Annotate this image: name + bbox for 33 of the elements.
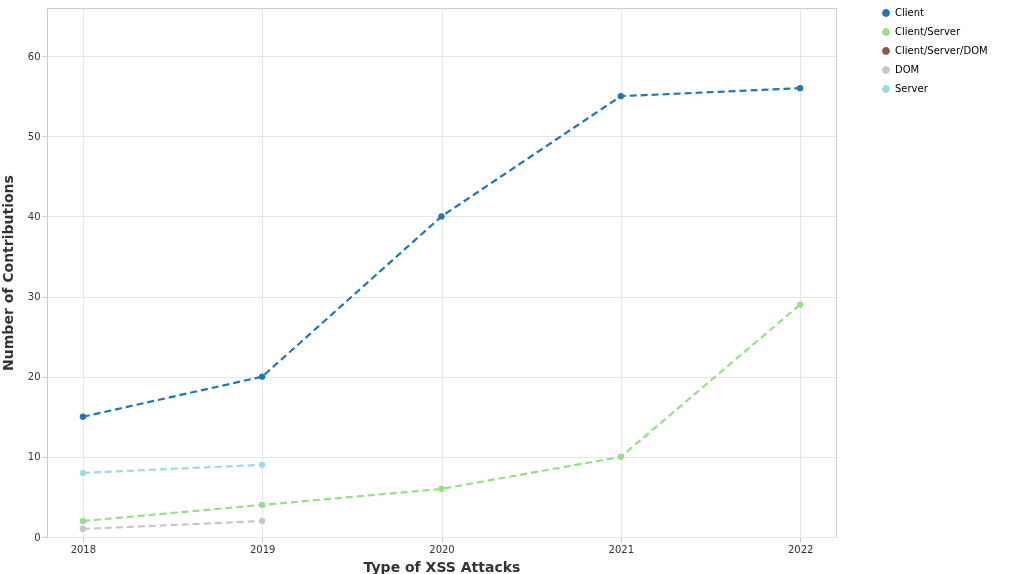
- point: [796, 85, 804, 92]
- point: [796, 301, 804, 308]
- point: [79, 413, 87, 420]
- x-axis-title: Type of XSS Attacks: [363, 558, 521, 574]
- y-tick-label: 30: [27, 291, 41, 303]
- y-tick-label: 0: [34, 531, 41, 543]
- point: [79, 517, 87, 525]
- point: [617, 93, 624, 100]
- y-tick-label: 20: [27, 371, 41, 383]
- legend-label: Client: [895, 7, 925, 18]
- x-tick-label: 2019: [249, 543, 276, 555]
- point: [259, 501, 266, 509]
- legend-label: Client/Server: [895, 26, 961, 37]
- legend-label: DOM: [895, 64, 920, 75]
- y-tick-label: 40: [27, 210, 41, 222]
- y-tick-label: 10: [27, 451, 41, 463]
- y-axis-title: Number of Contributions: [0, 175, 16, 371]
- x-tick-label: 2020: [429, 543, 455, 555]
- y-tick-label: 50: [27, 130, 41, 142]
- point: [259, 517, 266, 525]
- point: [259, 373, 266, 380]
- y-tick-label: 60: [27, 50, 41, 62]
- point: [438, 213, 445, 220]
- x-tick-label: 2021: [608, 543, 635, 555]
- legend-label: Client/Server/DOM: [895, 45, 988, 56]
- point: [617, 453, 624, 460]
- point: [438, 485, 445, 493]
- point: [259, 461, 266, 469]
- x-tick-label: 2022: [787, 543, 814, 555]
- point: [79, 525, 87, 533]
- point: [79, 469, 87, 477]
- legend-label: Server: [895, 83, 929, 94]
- x-tick-label: 2018: [70, 543, 97, 555]
